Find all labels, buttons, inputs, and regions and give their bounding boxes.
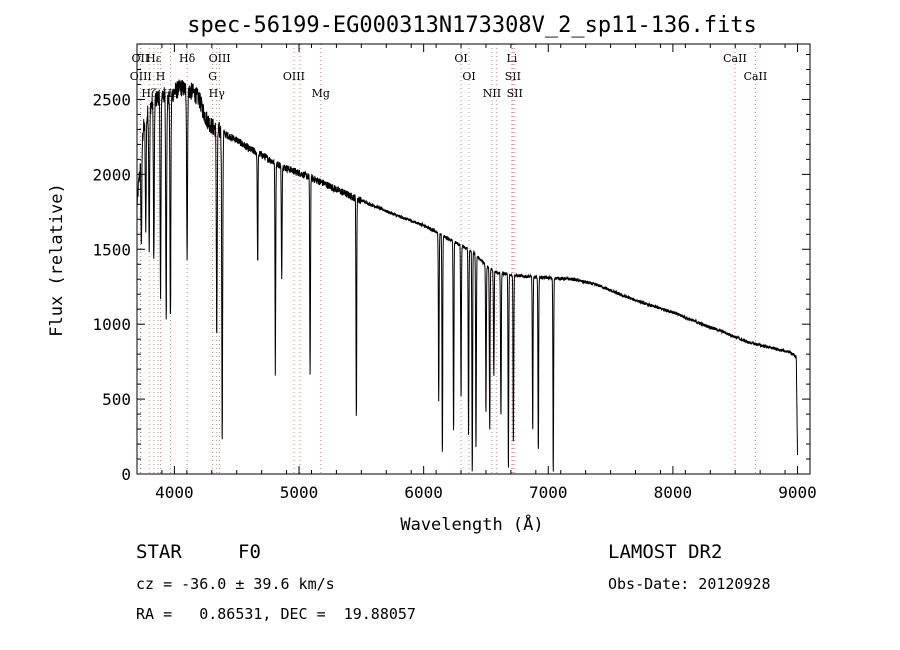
- x-tick-label: 5000: [280, 483, 319, 502]
- line-marker-label: Hε: [146, 52, 162, 65]
- x-axis: 4000 5000 6000 7000 8000 9000: [136, 44, 817, 502]
- plot-frame: [136, 43, 811, 475]
- y-axis-label: Flux (relative): [47, 183, 67, 337]
- redshift-cz-text: cz = -36.0 ± 39.6 km/s: [136, 575, 335, 593]
- line-marker-label: SII: [505, 70, 521, 83]
- object-class-label: STAR: [136, 541, 182, 563]
- line-marker-label: CaII: [744, 70, 768, 83]
- line-marker-label: G: [208, 70, 217, 83]
- line-marker-label: Hγ: [209, 87, 226, 100]
- line-marker-label: OIII: [130, 70, 152, 83]
- line-marker-label: SII: [507, 87, 523, 100]
- line-marker-label: OIII: [283, 70, 305, 83]
- line-marker-label: CaII: [723, 52, 747, 65]
- line-marker-label: OII: [132, 52, 150, 65]
- x-tick-label: 7000: [529, 483, 568, 502]
- y-tick-label: 0: [121, 465, 131, 484]
- object-subclass-label: F0: [238, 541, 261, 563]
- y-tick-label: 500: [102, 390, 131, 409]
- line-marker-label: NII: [483, 87, 501, 100]
- line-marker-label: Mg: [312, 87, 330, 100]
- x-tick-label: 9000: [778, 483, 817, 502]
- y-tick-label: 1500: [92, 240, 131, 259]
- x-tick-label: 8000: [654, 483, 693, 502]
- y-axis: 0 500 1000 1500 2000 2500: [92, 53, 810, 484]
- y-tick-label: 2500: [92, 90, 131, 109]
- line-markers: OIIOIIIHζHεHHeHδGHγOIIIOIIIMgOIOINIILiSI…: [130, 44, 768, 474]
- line-marker-label: OI: [454, 52, 467, 65]
- x-axis-label: Wavelength (Å): [400, 513, 543, 535]
- observation-date-text: Obs-Date: 20120928: [608, 575, 771, 593]
- chart-title: spec-56199-EG000313N173308V_2_sp11-136.f…: [187, 13, 757, 38]
- line-marker-label: Li: [506, 52, 517, 65]
- spectrum-line-group: [136, 79, 798, 472]
- spectrum-line: [136, 79, 798, 472]
- line-marker-label: Hζ: [141, 87, 157, 100]
- survey-label: LAMOST DR2: [608, 541, 723, 563]
- line-marker-label: OI: [462, 70, 475, 83]
- line-marker-label: Hδ: [179, 52, 196, 65]
- x-tick-label: 4000: [155, 483, 194, 502]
- y-tick-label: 2000: [92, 165, 131, 184]
- y-tick-label: 1000: [92, 315, 131, 334]
- line-marker-label: OIII: [209, 52, 231, 65]
- coordinates-text: RA = 0.86531, DEC = 19.88057: [136, 605, 416, 623]
- x-tick-label: 6000: [404, 483, 443, 502]
- line-marker-label: H: [156, 70, 166, 83]
